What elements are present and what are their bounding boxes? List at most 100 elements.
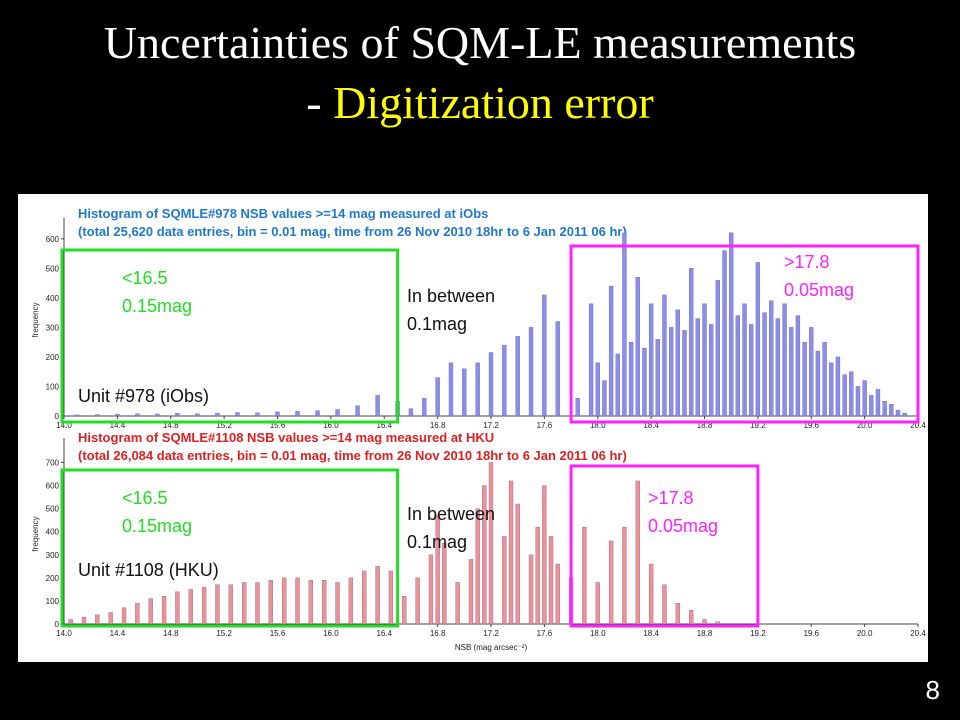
x-tick-label: 15.2 xyxy=(216,421,232,430)
histogram-bar xyxy=(548,536,554,625)
histogram-bar xyxy=(75,414,80,417)
histogram-bar xyxy=(895,409,901,417)
chart-title-line: Histogram of SQMLE#978 NSB values >=14 m… xyxy=(78,206,488,221)
histogram-bar xyxy=(648,563,654,625)
x-tick-label: 17.2 xyxy=(483,421,499,430)
histogram-bar xyxy=(535,526,540,625)
histogram-bar xyxy=(195,413,200,417)
histogram-bar xyxy=(842,374,847,417)
histogram-bar xyxy=(502,344,507,417)
x-tick-label: 19.2 xyxy=(750,421,766,430)
mid-range-resolution: 0.1mag xyxy=(407,532,467,552)
histogram-bar xyxy=(161,596,167,625)
histogram-bar xyxy=(655,339,660,417)
histogram-bar xyxy=(742,303,747,417)
histogram-bar xyxy=(668,327,674,417)
x-tick-label: 16.4 xyxy=(376,629,392,638)
x-tick-label: 16.4 xyxy=(376,421,392,430)
x-axis-label: NSB (mag arcsec⁻²) xyxy=(455,643,528,652)
x-tick-label: 18.0 xyxy=(590,629,606,638)
histogram-bar xyxy=(422,398,427,417)
histogram-bar xyxy=(775,318,781,417)
histogram-bar xyxy=(282,577,287,625)
histogram-bar xyxy=(408,408,414,417)
histogram-bar xyxy=(488,462,494,625)
histogram-bar xyxy=(602,380,607,417)
low-range-label: <16.5 xyxy=(122,268,168,288)
histogram-bar xyxy=(675,309,680,417)
histogram-bar xyxy=(448,362,454,417)
y-axis-label: frequency xyxy=(31,302,40,337)
histogram-bar xyxy=(135,413,140,417)
high-range-label: >17.8 xyxy=(648,488,694,508)
histogram-bar xyxy=(215,584,220,625)
histogram-bar xyxy=(642,347,647,417)
histogram-bar xyxy=(595,362,600,417)
histogram-bar xyxy=(689,610,694,625)
histogram-bar xyxy=(889,404,894,417)
histogram-bar xyxy=(608,285,614,417)
histogram-bar xyxy=(348,577,354,625)
y-tick-label: 600 xyxy=(46,482,60,491)
chart-title-line: (total 25,620 data entries, bin = 0.01 m… xyxy=(78,224,627,239)
x-tick-label: 14.0 xyxy=(56,629,72,638)
histogram-bar xyxy=(662,294,667,417)
histogram-bar xyxy=(555,563,560,625)
x-tick-label: 14.8 xyxy=(163,629,179,638)
histogram-bar xyxy=(622,526,627,625)
x-tick-label: 19.2 xyxy=(750,629,766,638)
y-tick-label: 100 xyxy=(46,382,60,391)
histogram-bar xyxy=(502,536,507,625)
histogram-bar xyxy=(869,395,874,417)
histogram-bar xyxy=(782,303,787,417)
x-tick-label: 18.8 xyxy=(697,629,713,638)
histogram-bar xyxy=(295,411,300,417)
histogram-bar xyxy=(582,526,587,625)
x-tick-label: 17.6 xyxy=(537,421,553,430)
x-tick-label: 14.4 xyxy=(110,629,126,638)
histogram-bar xyxy=(402,596,407,625)
histogram-bar xyxy=(415,577,420,625)
x-tick-label: 15.6 xyxy=(270,629,286,638)
histogram-bar xyxy=(462,368,467,417)
low-range-label: <16.5 xyxy=(122,488,168,508)
histogram-bar xyxy=(735,315,741,417)
histogram-bar xyxy=(315,410,320,417)
histogram-bar xyxy=(235,412,240,417)
histogram-bar xyxy=(115,414,120,417)
histogram-bar xyxy=(241,582,247,625)
histogram-bar xyxy=(682,330,687,417)
y-tick-label: 700 xyxy=(46,458,60,467)
chart-title-line: Histogram of SQMLE#1108 NSB values >=14 … xyxy=(78,430,494,445)
low-range-resolution: 0.15mag xyxy=(122,516,192,536)
low-range-box xyxy=(60,468,400,628)
histogram-bar xyxy=(835,356,841,417)
histogram-bar xyxy=(255,412,260,417)
y-tick-label: 300 xyxy=(46,551,60,560)
y-tick-label: 400 xyxy=(46,294,60,303)
histogram-figure: Histogram of SQMLE#978 NSB values >=14 m… xyxy=(31,206,926,652)
histogram-bar xyxy=(362,570,367,625)
histogram-bar xyxy=(542,485,547,625)
y-tick-label: 100 xyxy=(46,597,60,606)
histogram-bar xyxy=(335,582,340,625)
histogram-bar xyxy=(635,277,640,417)
histogram-bar xyxy=(95,414,100,417)
x-tick-label: 14.8 xyxy=(163,421,179,430)
histogram-bar xyxy=(755,262,761,417)
histogram-bar xyxy=(795,315,801,417)
histogram-bar xyxy=(215,412,220,417)
histogram-bar xyxy=(155,413,160,417)
histogram-bar xyxy=(875,389,881,417)
x-tick-label: 18.0 xyxy=(590,421,606,430)
histogram-bar xyxy=(882,401,887,417)
histogram-bar xyxy=(615,353,620,417)
histogram-bar xyxy=(108,612,113,625)
histogram-bar xyxy=(715,279,720,417)
histogram-bar xyxy=(749,324,754,417)
histogram-bar xyxy=(675,603,680,625)
histogram-bar xyxy=(595,582,600,625)
histogram-bar xyxy=(322,580,327,625)
histogram-bar xyxy=(762,312,767,417)
histogram-bar xyxy=(81,616,87,625)
